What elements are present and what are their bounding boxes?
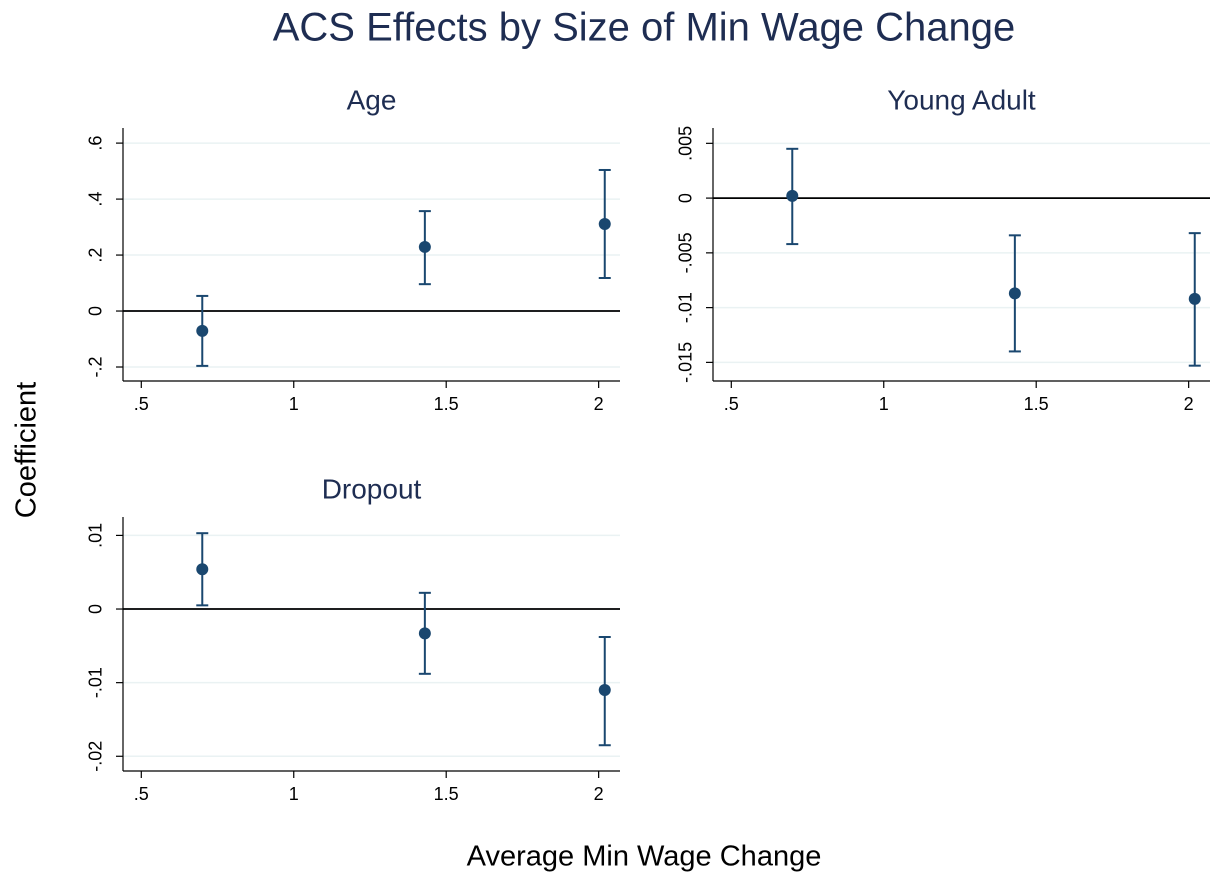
x-tick-label: 1.5	[1024, 394, 1049, 414]
chart-title: ACS Effects by Size of Min Wage Change	[273, 6, 1016, 50]
y-tick-label: -.005	[676, 232, 696, 273]
panel-title: Age	[347, 84, 397, 115]
y-tick-label: -.02	[86, 741, 106, 772]
y-tick-label: -.01	[676, 292, 696, 323]
x-axis-label: Average Min Wage Change	[467, 841, 822, 873]
point	[1008, 287, 1021, 300]
panel-title: Young Adult	[887, 84, 1036, 115]
point	[598, 217, 611, 230]
y-tick-label: .4	[86, 192, 106, 207]
y-axis-label: Coefficient	[11, 382, 43, 519]
x-tick-label: .5	[134, 394, 149, 414]
x-tick-label: 1.5	[434, 784, 459, 804]
y-tick-label: .6	[86, 136, 106, 151]
panel-title: Dropout	[322, 473, 422, 504]
x-tick-label: 2	[1184, 394, 1194, 414]
point	[196, 324, 209, 337]
y-tick-label: 0	[676, 193, 696, 203]
y-tick-label: .005	[676, 126, 696, 161]
x-tick-label: .5	[724, 394, 739, 414]
point	[196, 563, 209, 576]
y-tick-label: -.2	[86, 356, 106, 377]
point	[418, 627, 431, 640]
x-tick-label: 2	[594, 784, 604, 804]
point	[418, 240, 431, 253]
y-tick-label: .01	[86, 523, 106, 548]
y-tick-label: 0	[86, 604, 106, 614]
x-tick-label: 1	[879, 394, 889, 414]
y-tick-label: -.01	[86, 667, 106, 698]
point	[786, 189, 799, 202]
y-tick-label: .2	[86, 248, 106, 263]
x-tick-label: 1	[289, 784, 299, 804]
x-tick-label: 2	[594, 394, 604, 414]
x-tick-label: 1	[289, 394, 299, 414]
point	[598, 684, 611, 697]
x-tick-label: .5	[134, 784, 149, 804]
point	[1188, 292, 1201, 305]
y-tick-label: -.015	[676, 342, 696, 383]
y-tick-label: 0	[86, 306, 106, 316]
x-tick-label: 1.5	[434, 394, 459, 414]
